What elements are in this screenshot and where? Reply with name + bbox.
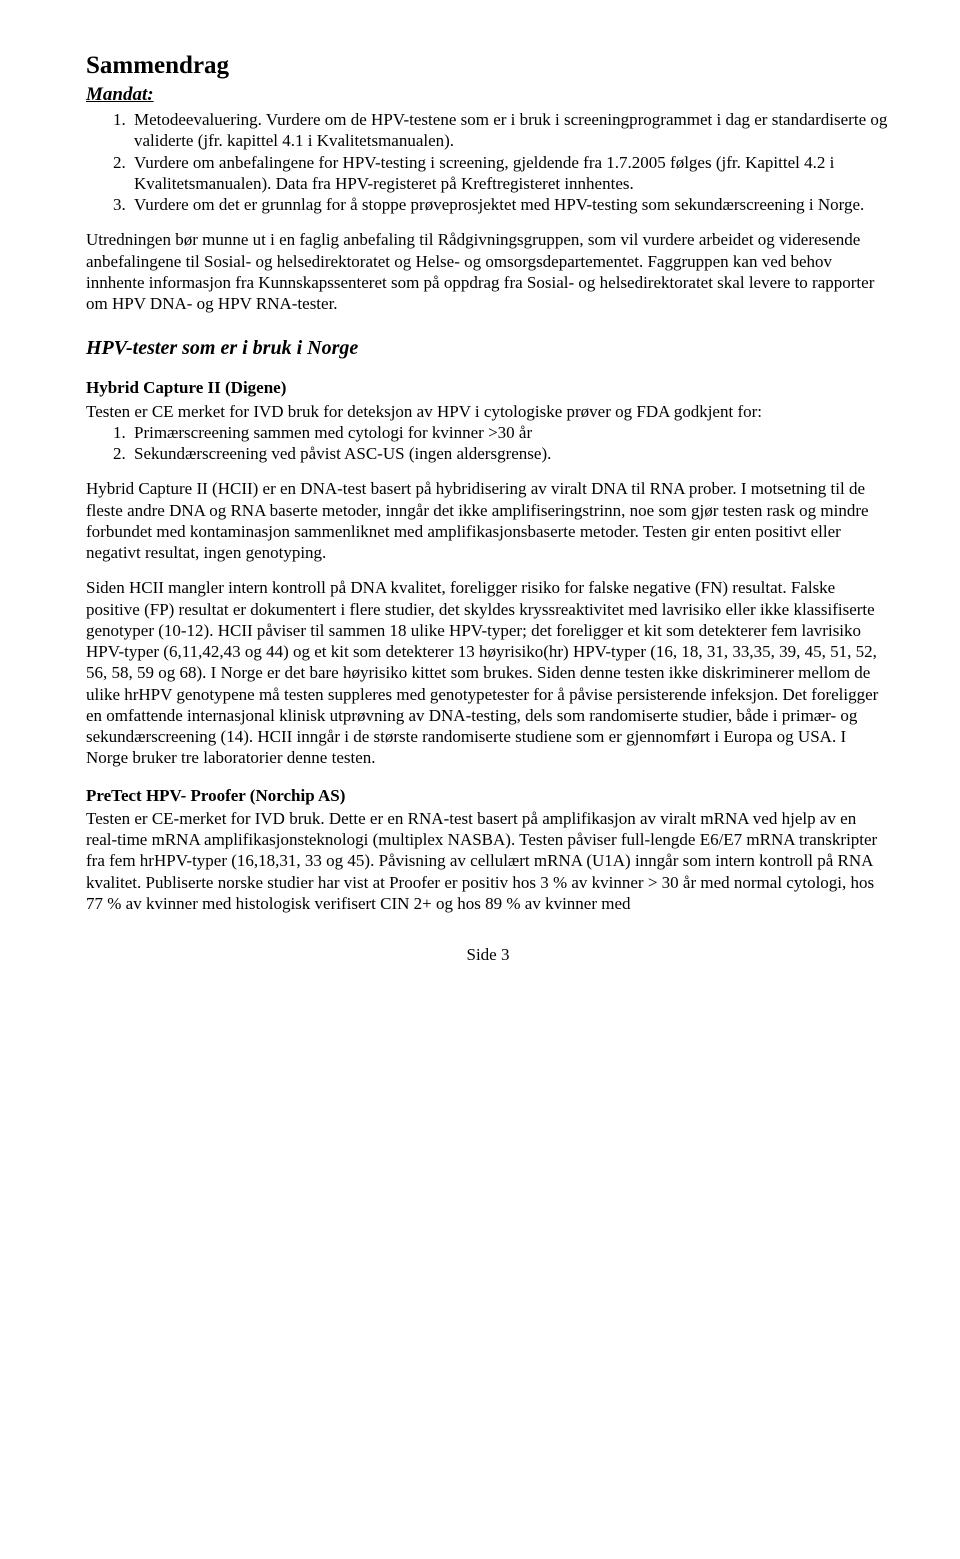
proofer-paragraph: Testen er CE-merket for IVD bruk. Dette … [86, 808, 890, 914]
page-title: Sammendrag [86, 50, 890, 81]
mandat-heading: Mandat: [86, 83, 890, 107]
hc2-heading: Hybrid Capture II (Digene) [86, 377, 890, 398]
hc2-paragraph-1: Hybrid Capture II (HCII) er en DNA-test … [86, 478, 890, 563]
mandat-list: Metodeevaluering. Vurdere om de HPV-test… [86, 109, 890, 215]
hc2-paragraph-2: Siden HCII mangler intern kontroll på DN… [86, 577, 890, 768]
mandat-item: Vurdere om anbefalingene for HPV-testing… [130, 152, 890, 195]
page-footer: Side 3 [86, 944, 890, 965]
hc2-list-item: Sekundærscreening ved påvist ASC-US (ing… [130, 443, 890, 464]
hc2-list-item: Primærscreening sammen med cytologi for … [130, 422, 890, 443]
mandat-paragraph: Utredningen bør munne ut i en faglig anb… [86, 229, 890, 314]
hc2-list: Primærscreening sammen med cytologi for … [86, 422, 890, 465]
mandat-item: Metodeevaluering. Vurdere om de HPV-test… [130, 109, 890, 152]
tests-heading: HPV-tester som er i bruk i Norge [86, 336, 890, 361]
hc2-intro: Testen er CE merket for IVD bruk for det… [86, 401, 890, 422]
mandat-item: Vurdere om det er grunnlag for å stoppe … [130, 194, 890, 215]
proofer-heading: PreTect HPV- Proofer (Norchip AS) [86, 785, 890, 806]
